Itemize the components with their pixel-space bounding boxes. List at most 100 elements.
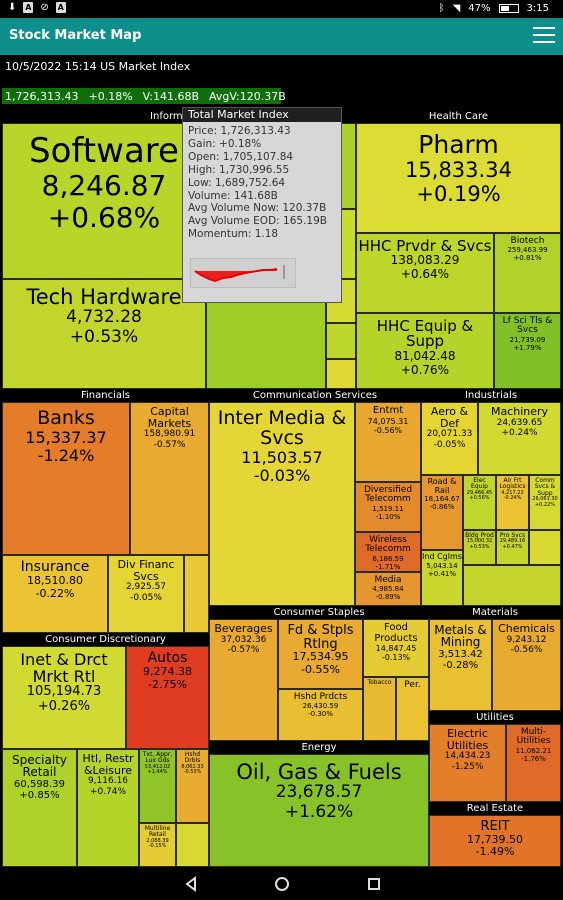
industry-tile[interactable]: Biotech 259,463.99 +0.81%	[494, 233, 561, 313]
industry-tile[interactable]	[326, 359, 356, 389]
industry-tile[interactable]: Diversified Telecomm 1,519.11 -1.10%	[355, 482, 421, 532]
industry-tile[interactable]	[184, 555, 209, 633]
sector-header[interactable]: Communication Services	[209, 389, 421, 402]
sector-header[interactable]: Financials	[2, 389, 209, 402]
industry-tile[interactable]: Software 8,246.87 +0.68%	[2, 123, 206, 279]
industry-tile[interactable]: Bldg Prod 15,000.32 +0.53%	[463, 530, 496, 565]
tile-percent: -0.57%	[227, 645, 260, 656]
industry-tile[interactable]: Pharm 15,833.34 +0.19%	[356, 123, 561, 233]
industry-tile[interactable]: Road & Rail 18,164.67 -0.86%	[421, 475, 463, 550]
tile-percent: -0.05%	[433, 439, 466, 450]
sector-header[interactable]: Energy	[209, 741, 429, 754]
sector-industrials: Industrials Aero & Def 20,071.33 -0.05% Mach…	[421, 389, 561, 606]
tile-name: Air Frt Logistics	[499, 477, 526, 491]
popup-row: Open: 1,705,107.84	[188, 150, 294, 163]
notification-icon: A	[23, 2, 34, 13]
industry-tile[interactable]: Comm Svcs & Supp 26,061.30 +0.22%	[529, 475, 561, 530]
industry-tile[interactable]: Capital Markets 158,980.91 -0.57%	[130, 402, 209, 555]
industry-tile[interactable]: Lf Sci Tls & Svcs 21,739.09 +1.79%	[494, 313, 561, 389]
industry-tile[interactable]: Banks 15,337.37 -1.24%	[2, 402, 130, 555]
industry-tile[interactable]: Machinery 24,639.65 +0.24%	[478, 402, 561, 475]
industry-tile[interactable]: Inter Media & Svcs 11,503.57 -0.03%	[209, 402, 355, 606]
download-icon: ⬇	[8, 2, 17, 13]
industry-tile[interactable]	[176, 823, 209, 867]
wifi-icon: ◥	[452, 3, 461, 14]
notification-icon-2: A	[55, 2, 66, 13]
tile-value: 6,186.59	[372, 554, 404, 563]
industry-tile[interactable]: Multiline Retail 2,088.39 -0.15%	[139, 823, 176, 867]
tile-percent: -0.56%	[373, 425, 403, 435]
industry-tile[interactable]: Htl, Restr &Leisure 9,116.16 +0.74%	[77, 749, 139, 867]
industry-tile[interactable]: Hshd Drbls 8,062.33 -0.53%	[176, 749, 209, 823]
sector-utilities: Utilities Electric Utilities 14,434.23 -1.2…	[429, 711, 561, 802]
industry-tile[interactable]: HHC Prvdr & Svcs 138,083.29 +0.64%	[356, 233, 494, 313]
industry-tile[interactable]: Per.	[396, 677, 429, 741]
tile-name: HHC Prvdr & Svcs	[358, 236, 492, 255]
tile-name: Chemicals	[498, 622, 555, 636]
tile-value: 14,847.45	[375, 644, 417, 653]
tile-percent: -0.15%	[148, 843, 167, 850]
home-icon[interactable]	[274, 876, 290, 892]
industry-tile[interactable]: Entmt 74,075.31 -0.56%	[355, 402, 421, 482]
sector-header[interactable]: Utilities	[429, 711, 561, 724]
industry-tile[interactable]: Tech Hardware 4,732.28 +0.53%	[2, 279, 206, 389]
index-volume: V:141.68B	[142, 89, 200, 103]
industry-tile[interactable]: Oil, Gas & Fuels 23,678.57 +1.62%	[209, 754, 429, 867]
industry-tile[interactable]: Multi-Utilities 11,062.21 -1.76%	[506, 724, 561, 802]
industry-tile[interactable]	[529, 530, 561, 565]
industry-tile[interactable]: Autos 9,274.38 -2.75%	[126, 646, 209, 749]
industry-tile[interactable]: Metals & Mining 3,513.42 -0.28%	[429, 619, 492, 711]
recents-icon[interactable]	[366, 876, 382, 892]
tile-name: Hshd Prdcts	[293, 691, 348, 702]
sector-header[interactable]: Health Care	[356, 110, 561, 123]
industry-tile[interactable]: Electric Utilities 14,434.23 -1.25%	[429, 724, 506, 802]
industry-tile[interactable]: Pro Svcs 29,489.16 +0.47%	[496, 530, 529, 565]
sector-header[interactable]: Consumer Discretionary	[2, 633, 209, 646]
tile-name: Txt, Appr, Lux Gds	[142, 751, 173, 765]
industry-tile[interactable]	[326, 323, 356, 359]
tile-name: Fd & Stpls Rtlng	[287, 622, 354, 652]
tile-name: Ind Cglms	[422, 552, 462, 562]
industry-tile[interactable]: Hshd Prdcts 26,430.59 -0.30%	[278, 689, 363, 741]
industry-tile[interactable]: Specialty Retail 60,598.39 +0.85%	[2, 749, 77, 867]
industry-tile[interactable]: Beverages 37,032.36 -0.57%	[209, 619, 278, 741]
industry-tile[interactable]: Div Financ Svcs 2,925.57 -0.05%	[108, 555, 184, 633]
industry-tile[interactable]: Txt, Appr, Lux Gds 53,412.02 +1.44%	[139, 749, 176, 823]
sector-header[interactable]: Materials	[429, 606, 561, 619]
tile-percent: -0.05%	[130, 592, 162, 603]
industry-tile[interactable]: HHC Equip & Supp 81,042.48 +0.76%	[356, 313, 494, 389]
sector-header[interactable]: Consumer Staples	[209, 606, 429, 619]
industry-tile[interactable]: Media 4,985.84 -0.89%	[355, 572, 421, 606]
industry-tile[interactable]: Elec Equip 29,466.45 +0.56%	[463, 475, 496, 530]
industry-tile[interactable]: Chemicals 9,243.12 -0.56%	[492, 619, 561, 711]
industry-tile[interactable]: Food Products 14,847.45 -0.13%	[363, 619, 429, 677]
clock: 3:15	[526, 3, 549, 14]
tile-value: 8,246.87	[41, 168, 167, 202]
industry-tile[interactable]: Aero & Def 20,071.33 -0.05%	[421, 402, 478, 475]
industry-tile[interactable]: Wireless Telecomm 6,186.59 -1.71%	[355, 532, 421, 572]
back-icon[interactable]	[183, 876, 199, 892]
battery-icon	[498, 4, 519, 13]
tile-value: 15,337.37	[25, 427, 107, 447]
tile-value: 3,513.42	[438, 648, 483, 660]
industry-tile[interactable]	[463, 565, 561, 606]
menu-icon[interactable]	[533, 27, 555, 45]
industry-tile[interactable]: Fd & Stpls Rtlng 17,534.95 -0.55%	[278, 619, 363, 689]
sector-header[interactable]: Industrials	[421, 389, 561, 402]
industry-tile[interactable]: Ind Cglms 5,043.14 +0.41%	[421, 550, 463, 606]
industry-tile[interactable]: Air Frt Logistics 4,217.22 -0.24%	[496, 475, 529, 530]
sector-header[interactable]: Real Estate	[429, 802, 561, 815]
app-title: Stock Market Map	[9, 28, 142, 43]
index-ticker[interactable]: 1,726,313.43 +0.18% V:141.68B AvgV:120.3…	[2, 88, 286, 104]
tile-value: 4,732.28	[66, 307, 142, 328]
sector-real-estate: Real Estate REIT 17,739.50 -1.49%	[429, 802, 561, 867]
industry-tile[interactable]: Insurance 18,510.80 -0.22%	[2, 555, 108, 633]
tile-value: 17,534.95	[292, 650, 349, 664]
industry-tile[interactable]: Inet & Drct Mrkt Rtl 105,194.73 +0.26%	[2, 646, 126, 749]
tile-percent: +0.41%	[427, 569, 457, 578]
industry-tile[interactable]: REIT 17,739.50 -1.49%	[429, 815, 561, 867]
industry-tile[interactable]: Tobacco	[363, 677, 396, 741]
tile-percent: -0.03%	[253, 465, 311, 485]
tile-name: Pro Svcs	[499, 532, 526, 539]
index-details-popup[interactable]: Total Market Index Price: 1,726,313.43 Ga…	[182, 107, 342, 303]
